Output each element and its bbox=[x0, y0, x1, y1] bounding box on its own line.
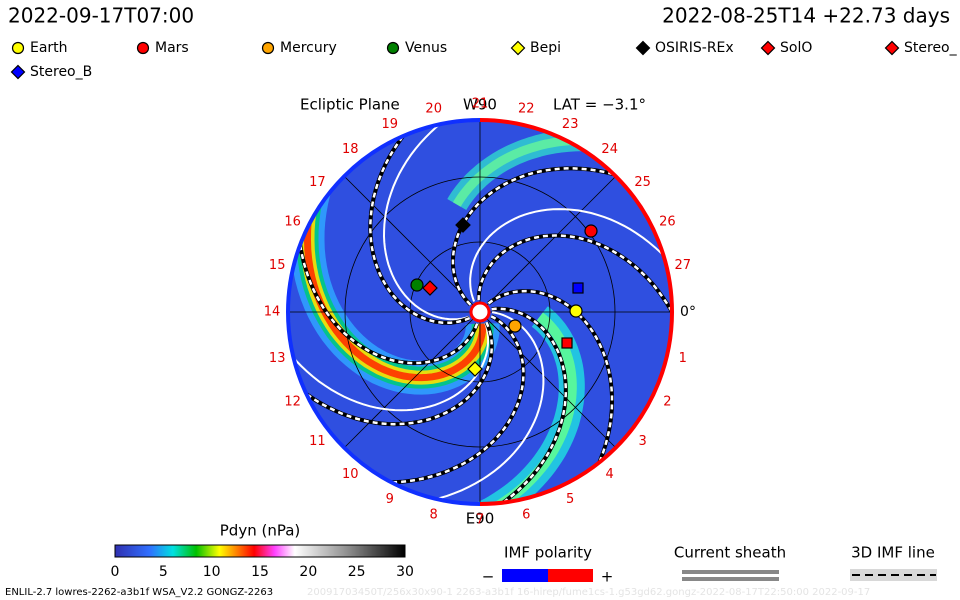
imf-title: IMF polarity bbox=[504, 544, 592, 562]
legend: Earth Mars Mercury Venus Bepi OSIRIS-REx SolO S… bbox=[10, 40, 958, 80]
longitude-label: 25 bbox=[634, 175, 651, 190]
marker bbox=[410, 278, 424, 292]
longitude-label: 12 bbox=[284, 395, 301, 410]
imf-negative bbox=[502, 569, 548, 582]
imf-minus: − bbox=[482, 568, 495, 586]
longitude-label: 23 bbox=[562, 117, 579, 132]
longitude-label: 15 bbox=[269, 258, 286, 273]
imf-plus: + bbox=[601, 568, 614, 586]
longitude-label: 9 bbox=[386, 492, 394, 507]
longitude-label: 2 bbox=[663, 395, 671, 410]
imf-positive bbox=[548, 569, 593, 582]
marker bbox=[10, 64, 26, 80]
body-marker bbox=[572, 282, 584, 294]
longitude-label: 7 bbox=[476, 513, 484, 528]
rim-positive bbox=[479, 118, 674, 506]
imf-line bbox=[402, 307, 568, 504]
legend-label: Stereo_B bbox=[30, 64, 92, 80]
legend-label: Bepi bbox=[530, 40, 561, 56]
legend-label: Mercury bbox=[280, 40, 337, 56]
imf-line bbox=[288, 309, 494, 426]
colorbar-tick-label: 30 bbox=[396, 564, 414, 580]
longitude-label: 3 bbox=[638, 434, 646, 449]
legend-label: Mars bbox=[155, 40, 189, 56]
longitude-label: 20 bbox=[425, 102, 442, 117]
longitude-label: 22 bbox=[518, 102, 535, 117]
bottom-label: E90 bbox=[466, 510, 495, 528]
imf-line bbox=[487, 289, 614, 504]
legend-label: Stereo_ bbox=[904, 40, 958, 56]
colorbar-tick-label: 10 bbox=[203, 564, 221, 580]
imf-line bbox=[477, 234, 672, 417]
longitude-label: 0° bbox=[680, 304, 696, 320]
latitude: LAT = −3.1° bbox=[553, 96, 646, 114]
longitude-label: 8 bbox=[430, 507, 438, 522]
legend-label: SolO bbox=[780, 40, 812, 56]
longitude-label: 13 bbox=[269, 351, 286, 366]
longitude-label: 24 bbox=[601, 142, 618, 157]
plot-title: Ecliptic Plane bbox=[300, 96, 400, 114]
imf-line-title: 3D IMF line bbox=[851, 544, 935, 562]
imf-line bbox=[451, 167, 672, 306]
imf-line bbox=[288, 315, 525, 484]
imf-line bbox=[369, 120, 490, 325]
marker bbox=[884, 40, 900, 56]
longitude-label: 19 bbox=[382, 117, 399, 132]
current-sheath bbox=[288, 256, 490, 412]
marker bbox=[584, 224, 598, 238]
marker bbox=[569, 304, 583, 318]
longitude-label: 18 bbox=[342, 142, 359, 157]
longitude-label: 10 bbox=[342, 467, 359, 482]
top-label: W90 bbox=[463, 96, 497, 114]
longitude-label: 14 bbox=[264, 305, 281, 320]
current-sheath bbox=[382, 120, 543, 321]
sheath-title: Current sheath bbox=[674, 544, 786, 562]
marker bbox=[510, 40, 526, 56]
colorbar-tick-label: 20 bbox=[299, 564, 317, 580]
ecliptic-plot bbox=[286, 118, 674, 506]
longitude-label: 11 bbox=[309, 434, 326, 449]
longitude-label: 16 bbox=[284, 214, 301, 229]
colorbar bbox=[114, 544, 406, 558]
longitude-label: 27 bbox=[675, 258, 692, 273]
legend-label: Earth bbox=[30, 40, 68, 56]
longitude-label: 21 bbox=[472, 97, 489, 112]
marker bbox=[386, 41, 400, 55]
marker bbox=[11, 41, 25, 55]
longitude-label: 4 bbox=[606, 467, 614, 482]
run-time: 2022-08-25T14 +22.73 days bbox=[662, 4, 950, 28]
marker bbox=[136, 41, 150, 55]
sun bbox=[469, 301, 491, 323]
legend-label: Venus bbox=[405, 40, 447, 56]
colorbar-tick-label: 25 bbox=[348, 564, 366, 580]
colorbar-tick-label: 5 bbox=[159, 564, 168, 580]
marker bbox=[261, 41, 275, 55]
colorbar-ticks: 0 5 10 15 20 25 30 bbox=[111, 564, 414, 580]
marker bbox=[508, 319, 522, 333]
longitude-label: 5 bbox=[566, 492, 574, 507]
colorbar-tick-label: 15 bbox=[251, 564, 269, 580]
footer-right: 20091703450T/256x30x90-1 2263-a3b1f 16-h… bbox=[307, 587, 870, 598]
longitude-label: 1 bbox=[679, 351, 687, 366]
longitude-label: 6 bbox=[522, 507, 530, 522]
longitude-label: 17 bbox=[309, 175, 326, 190]
rim-negative bbox=[286, 118, 481, 506]
marker bbox=[760, 40, 776, 56]
colorbar-tick-label: 0 bbox=[111, 564, 120, 580]
marker bbox=[422, 280, 438, 296]
colorbar-title: Pdyn (nPa) bbox=[220, 522, 301, 540]
sim-time: 2022-09-17T07:00 bbox=[8, 4, 194, 28]
current-sheath bbox=[469, 208, 672, 355]
legend-label: OSIRIS-REx bbox=[655, 40, 734, 56]
marker bbox=[635, 40, 651, 56]
body-marker bbox=[561, 337, 573, 349]
footer-left: ENLIL-2.7 lowres-2262-a3b1f WSA_V2.2 GON… bbox=[5, 587, 273, 598]
longitude-label: 26 bbox=[659, 214, 676, 229]
marker bbox=[455, 217, 471, 233]
marker bbox=[467, 361, 483, 377]
imf-line bbox=[296, 137, 479, 365]
